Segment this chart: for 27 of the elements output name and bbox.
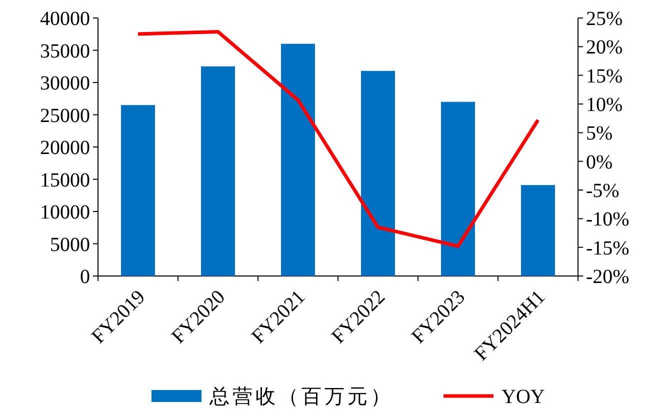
bar <box>441 102 475 276</box>
y2-tick-label: 5% <box>586 122 613 145</box>
y-tick-label: 10000 <box>40 202 90 224</box>
y2-tick-label: -10% <box>586 208 630 231</box>
legend-label: YOY <box>502 386 545 408</box>
bar <box>361 70 395 276</box>
y-tick-label: 15000 <box>40 169 90 192</box>
bar <box>201 66 235 276</box>
y2-tick-label: 0% <box>586 151 613 174</box>
y2-tick-label: 15% <box>586 65 623 88</box>
y-tick-label: 0 <box>80 266 90 288</box>
y-tick-label: 35000 <box>40 40 90 62</box>
bar <box>121 105 155 276</box>
y-tick-label: 30000 <box>40 72 90 94</box>
y2-tick-label: 20% <box>586 36 623 59</box>
bar <box>521 185 555 276</box>
y-tick-label: 5000 <box>50 234 90 256</box>
y-tick-label: 25000 <box>40 104 90 127</box>
bar <box>281 44 315 276</box>
y2-tick-label: -5% <box>586 180 620 202</box>
y-tick-label: 40000 <box>40 8 90 30</box>
y2-tick-label: 25% <box>586 8 623 30</box>
y2-tick-label: -20% <box>586 266 630 288</box>
y2-tick-label: -15% <box>586 237 630 260</box>
legend-label: 总营收（百万元） <box>208 386 394 408</box>
y2-tick-label: 10% <box>586 94 623 116</box>
y-tick-label: 20000 <box>40 137 90 159</box>
